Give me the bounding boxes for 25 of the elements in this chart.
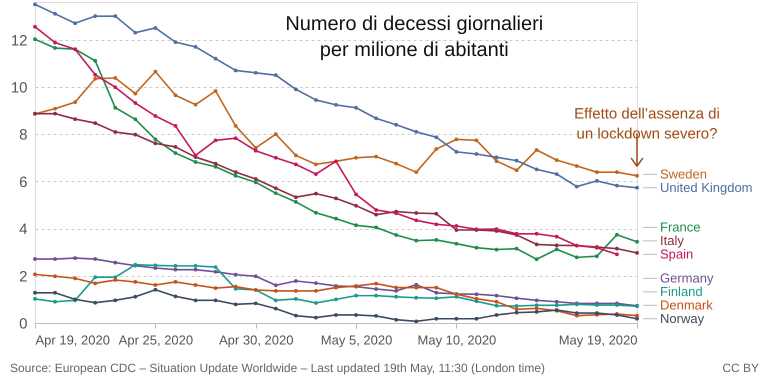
series-label: Norway <box>660 310 705 326</box>
x-tick-label: May 10, 2020 <box>418 332 496 348</box>
series-label: Sweden <box>660 166 707 182</box>
text: Germany <box>660 270 714 286</box>
x-tick-label: Apr 19, 2020 <box>36 332 110 348</box>
annotation: Effetto dell’assenza di un lockdown severo? <box>574 105 720 142</box>
y-tick-label: 4 <box>19 221 28 238</box>
y-tick-label: 10 <box>10 79 28 96</box>
x-tick-label: Apr 30, 2020 <box>219 332 294 348</box>
x-tick-label: May 19, 2020 <box>558 332 638 348</box>
x-tick-label: May 5, 2020 <box>320 332 392 348</box>
y-tick-label: 2 <box>19 268 28 286</box>
y-tick-label: 6 <box>19 174 28 191</box>
series-label: Italy <box>660 232 684 248</box>
text: CC BY <box>722 361 759 375</box>
series-label: France <box>660 219 700 234</box>
y-tick-label: 8 <box>19 126 28 144</box>
y-tick-label: 12 <box>10 32 28 50</box>
series-label: Finland <box>660 284 703 299</box>
y-tick-label: 0 <box>19 316 28 332</box>
series-label: United Kingdom <box>660 180 752 195</box>
series-label: Denmark <box>660 297 714 312</box>
x-tick-label: Apr 25, 2020 <box>118 332 194 348</box>
source-note: Source: European CDC – Situation Update Worldwide – Last updated 19th May, 11:30 (London time) <box>10 361 545 375</box>
text: Numero di decessi giornalieri per milione di abitanti <box>285 13 544 61</box>
